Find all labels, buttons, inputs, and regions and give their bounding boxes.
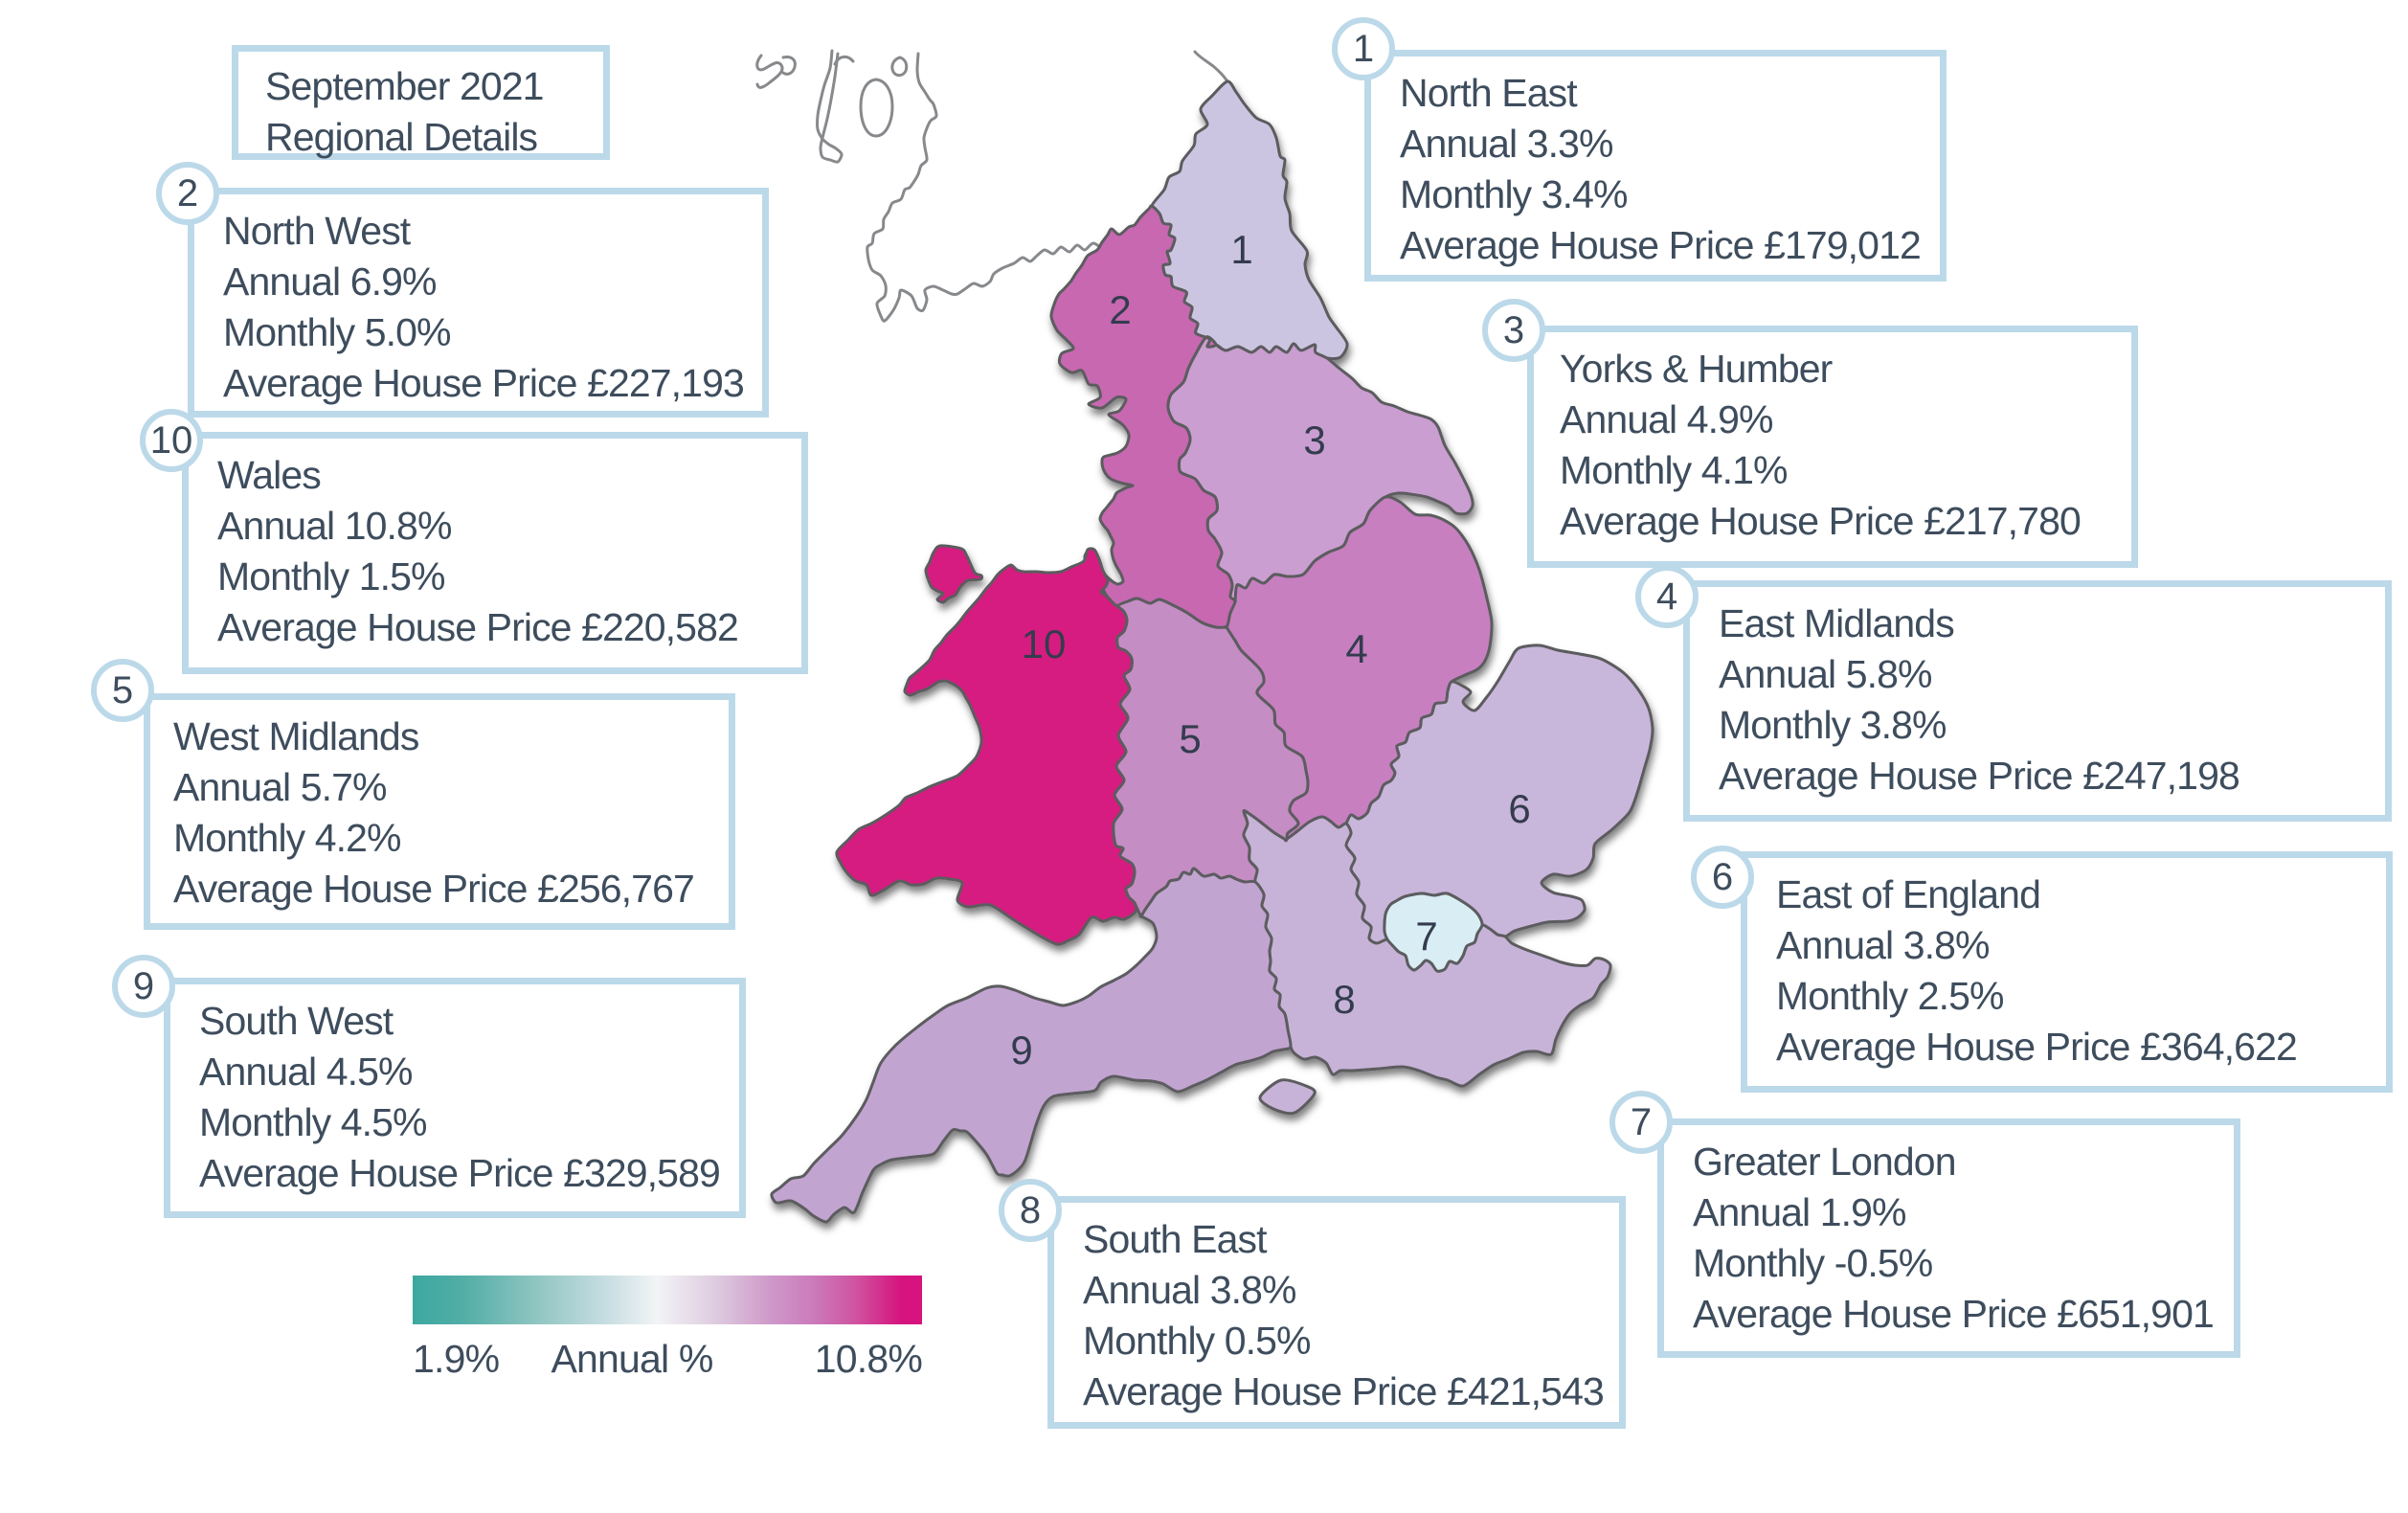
svg-text:10: 10 <box>1022 621 1067 666</box>
svg-text:2: 2 <box>1109 287 1131 332</box>
svg-text:1: 1 <box>1230 227 1252 272</box>
svg-text:8: 8 <box>1333 977 1355 1022</box>
svg-text:5: 5 <box>1179 716 1201 761</box>
svg-text:6: 6 <box>1508 786 1530 831</box>
svg-text:3: 3 <box>1303 418 1325 463</box>
svg-text:4: 4 <box>1345 626 1367 671</box>
svg-text:7: 7 <box>1415 914 1437 959</box>
svg-text:9: 9 <box>1010 1027 1032 1073</box>
